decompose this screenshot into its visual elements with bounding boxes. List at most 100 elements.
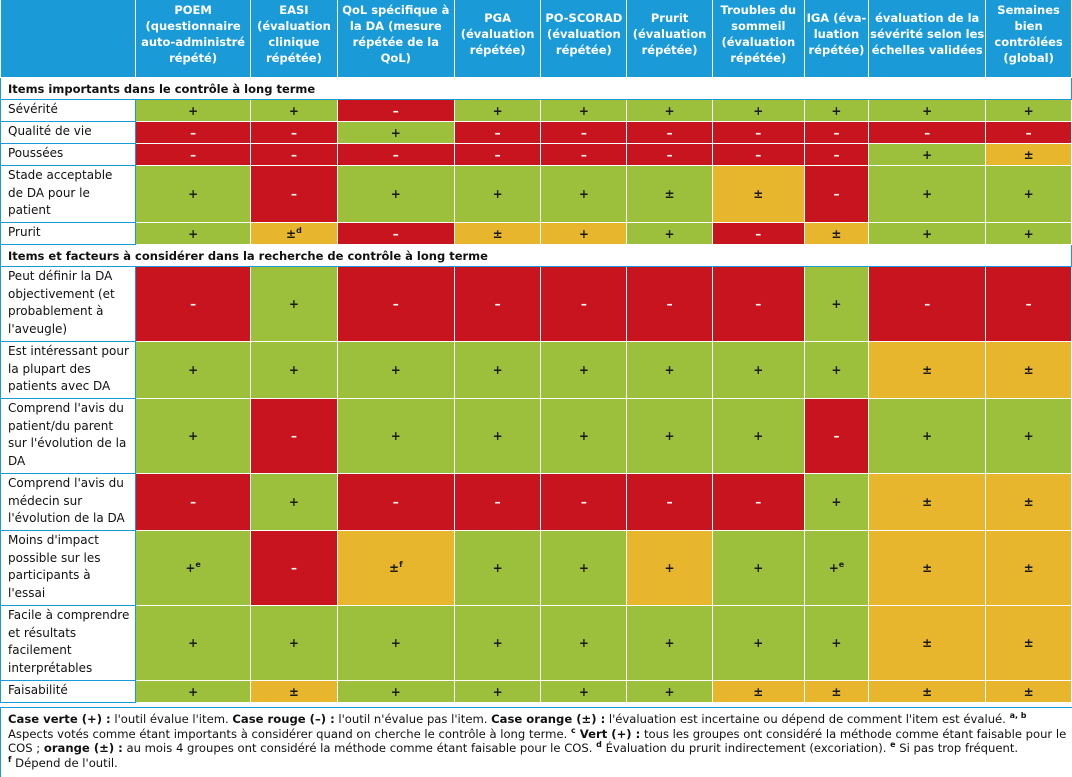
rating-cell: – bbox=[626, 266, 713, 342]
table-row: Comprend l'avis du patient/du parent sur… bbox=[0, 398, 1072, 474]
rating-value: – bbox=[755, 147, 762, 162]
rating-value: + bbox=[390, 125, 401, 140]
legend-e-sup: e bbox=[890, 740, 896, 750]
legend-orange-text: l'évaluation est incertaine ou dépend de… bbox=[605, 712, 1010, 726]
legend-green-text: l'outil évalue l'item. bbox=[110, 712, 233, 726]
rating-value: + bbox=[492, 187, 503, 201]
rating-cell: ± bbox=[868, 341, 987, 399]
rating-cell: + bbox=[250, 605, 338, 681]
rating-cell: + bbox=[453, 165, 542, 223]
rating-cell: + bbox=[540, 222, 628, 245]
rating-cell: – bbox=[250, 398, 338, 474]
rating-cell: + bbox=[453, 99, 542, 122]
rating-value: – bbox=[392, 495, 399, 509]
rating-cell: – bbox=[250, 143, 338, 166]
rating-cell: + bbox=[250, 473, 338, 531]
footnote-marker: d bbox=[296, 225, 302, 235]
rating-value: + bbox=[288, 103, 299, 118]
rating-value: ± bbox=[1023, 561, 1034, 575]
rating-cell: – bbox=[336, 99, 455, 122]
rating-value: + bbox=[831, 636, 842, 650]
legend-c-text: tous les groupes ont considéré la méthod… bbox=[8, 726, 1067, 756]
rating-value: + bbox=[753, 103, 764, 118]
rating-value: – bbox=[290, 147, 297, 162]
rating-value: + bbox=[578, 103, 589, 118]
rating-cell: – bbox=[868, 121, 987, 144]
rating-cell: + bbox=[985, 222, 1072, 245]
rating-value: + bbox=[578, 226, 589, 241]
rating-value: – bbox=[190, 147, 197, 162]
table-row: Prurit + ±d – ± + + – ± + + bbox=[0, 222, 1072, 245]
legend-red-label: Case rouge (–) : bbox=[232, 712, 335, 726]
row-label: Sévérité bbox=[0, 99, 137, 122]
rating-cell: + bbox=[540, 605, 628, 681]
table-row: Qualité de vie – – + – – – – – – – bbox=[0, 121, 1072, 144]
rating-cell: – bbox=[250, 165, 338, 223]
rating-value: + bbox=[185, 561, 196, 575]
rating-table: POEM (questionnaire auto-administré répé… bbox=[0, 0, 1072, 703]
legend-f-text: Dépend de l'outil. bbox=[11, 755, 118, 770]
rating-cell: – bbox=[626, 121, 713, 144]
rating-value: – bbox=[755, 495, 762, 509]
rating-cell: ± bbox=[985, 530, 1072, 606]
legend-red-text: l'outil n'évalue pas l'item. bbox=[334, 712, 492, 726]
rating-cell: – bbox=[250, 530, 338, 606]
legend: Case verte (+) : l'outil évalue l'item. … bbox=[0, 707, 1072, 777]
rating-cell: + bbox=[336, 341, 455, 399]
rating-cell: + bbox=[626, 530, 713, 606]
rating-cell: + bbox=[803, 99, 870, 122]
rating-value: – bbox=[1025, 125, 1032, 140]
rating-value: ± bbox=[1023, 684, 1034, 699]
rating-cell: + bbox=[336, 121, 455, 144]
rating-value: ± bbox=[922, 561, 933, 575]
rating-value: – bbox=[1025, 297, 1032, 311]
rating-value: + bbox=[922, 429, 933, 443]
rating-cell: ± bbox=[985, 341, 1072, 399]
rating-cell: – bbox=[711, 222, 805, 245]
section-title: Items et facteurs à considérer dans la r… bbox=[0, 244, 1072, 267]
rating-value: – bbox=[190, 297, 197, 311]
rating-value: – bbox=[580, 297, 587, 311]
rating-cell: + bbox=[540, 165, 628, 223]
rating-cell: + bbox=[626, 222, 713, 245]
rating-cell: + bbox=[336, 605, 455, 681]
rating-cell: +e bbox=[803, 530, 870, 606]
rating-cell: + bbox=[135, 398, 252, 474]
rating-value: ± bbox=[286, 226, 297, 241]
rating-cell: + bbox=[250, 99, 338, 122]
table-row: Facile à comprendre et résultats facilem… bbox=[0, 605, 1072, 681]
rating-cell: – bbox=[453, 143, 542, 166]
rating-cell: – bbox=[711, 266, 805, 342]
rating-value: – bbox=[666, 297, 673, 311]
rating-value: – bbox=[833, 125, 840, 140]
rating-value: + bbox=[492, 363, 503, 377]
rating-cell: + bbox=[868, 398, 987, 474]
rating-value: + bbox=[664, 363, 675, 377]
row-label: Peut définir la DA objectivement (et pro… bbox=[0, 266, 137, 342]
header-prurit: Prurit (évaluation répétée) bbox=[626, 0, 713, 78]
rating-cell: ± bbox=[985, 473, 1072, 531]
rating-cell: ± bbox=[985, 680, 1072, 703]
rating-value: – bbox=[392, 103, 399, 118]
rating-value: + bbox=[1023, 226, 1034, 241]
rating-cell: +e bbox=[135, 530, 252, 606]
rating-value: + bbox=[831, 495, 842, 509]
rating-cell: + bbox=[135, 165, 252, 223]
rating-cell: + bbox=[453, 680, 542, 703]
rating-value: + bbox=[578, 561, 589, 575]
header-severite: évaluation de la sévérité selon les éche… bbox=[868, 0, 987, 78]
rating-cell: + bbox=[453, 530, 542, 606]
rating-value: ± bbox=[831, 226, 842, 241]
rating-value: – bbox=[190, 125, 197, 140]
rating-cell: ± bbox=[626, 165, 713, 223]
rating-cell: + bbox=[985, 398, 1072, 474]
rating-cell: + bbox=[540, 530, 628, 606]
rating-cell: ± bbox=[803, 222, 870, 245]
rating-cell: + bbox=[868, 99, 987, 122]
legend-ab-sup: a, b bbox=[1009, 711, 1027, 721]
rating-value: + bbox=[288, 636, 299, 650]
rating-cell: – bbox=[626, 143, 713, 166]
row-label: Est intéressant pour la plupart des pati… bbox=[0, 341, 137, 399]
rating-cell: + bbox=[135, 680, 252, 703]
rating-cell: ± bbox=[985, 605, 1072, 681]
